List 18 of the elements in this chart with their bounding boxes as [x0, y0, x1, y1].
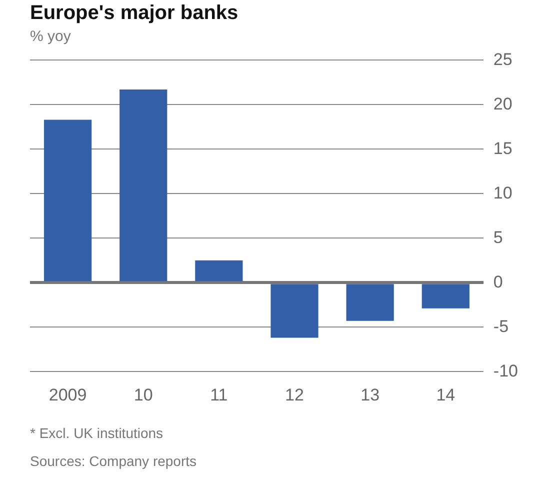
y-tick-label: 25 [493, 50, 512, 69]
x-tick-label: 2009 [48, 385, 87, 404]
y-tick-label: 0 [493, 272, 503, 292]
x-tick-label: 13 [360, 385, 380, 404]
y-axis-title: % yoy [30, 28, 71, 45]
y-tick-label: 5 [493, 228, 503, 247]
x-tick-label: 12 [285, 385, 304, 404]
y-tick-label: -10 [493, 361, 518, 380]
y-tick-label: 20 [493, 94, 512, 114]
text: * Excl. UK institutions [30, 425, 164, 441]
x-tick-label: 10 [134, 385, 153, 404]
y-tick-label: 10 [493, 183, 512, 202]
source-note: Sources: Company reports [30, 453, 197, 469]
chart-title: Europe's major banks [30, 2, 238, 25]
x-tick-label: 14 [436, 385, 456, 404]
x-tick-label: 11 [210, 385, 228, 404]
y-tick-label: -5 [493, 316, 509, 336]
y-tick-label: 15 [493, 138, 512, 158]
